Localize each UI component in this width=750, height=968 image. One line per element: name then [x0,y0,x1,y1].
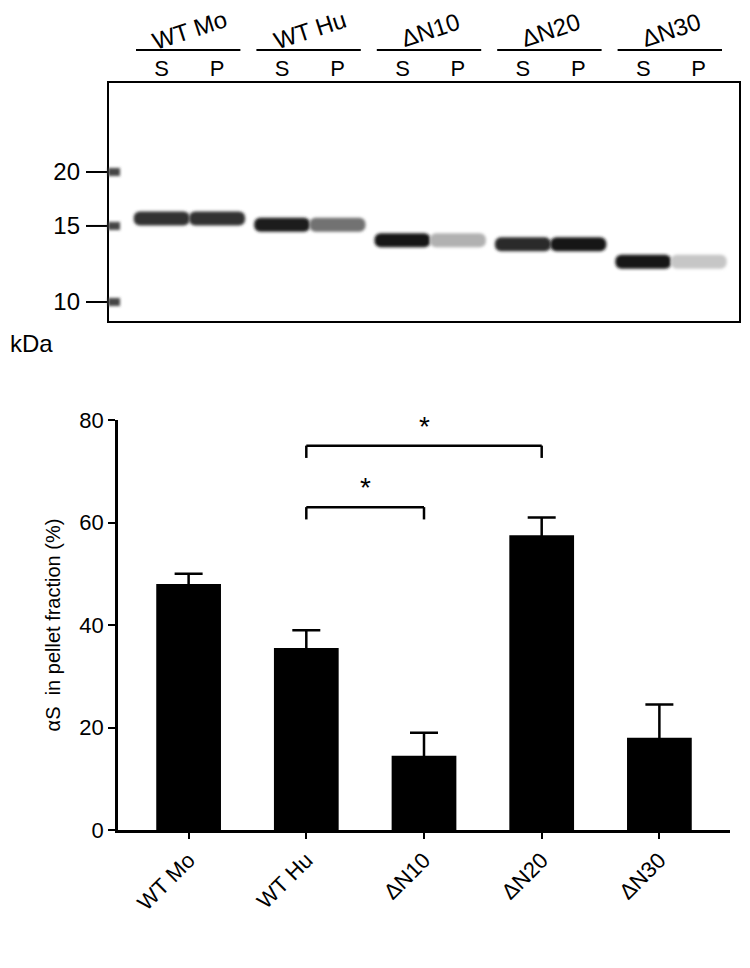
svg-text:S: S [516,56,531,81]
svg-text:P: P [330,56,345,81]
svg-text:40: 40 [79,613,103,638]
svg-text:*: * [360,472,371,503]
svg-text:80: 80 [79,408,103,433]
svg-text:P: P [451,56,466,81]
svg-text:0: 0 [92,818,104,843]
svg-text:ΔN10: ΔN10 [398,8,463,52]
svg-text:P: P [691,56,706,81]
svg-text:WT Mo: WT Mo [149,5,230,54]
svg-text:αS in pellet fraction (%): αS in pellet fraction (%) [42,519,64,732]
svg-text:S: S [395,56,410,81]
svg-text:S: S [154,56,169,81]
svg-text:WT Hu: WT Hu [252,848,318,914]
svg-text:S: S [275,56,290,81]
svg-text:*: * [419,411,430,442]
svg-text:ΔN10: ΔN10 [379,848,436,905]
svg-text:P: P [210,56,225,81]
svg-text:60: 60 [79,510,103,535]
svg-text:WT Hu: WT Hu [271,6,350,55]
svg-text:ΔN30: ΔN30 [614,848,671,905]
svg-text:10: 10 [53,288,80,315]
svg-text:ΔN30: ΔN30 [638,8,703,52]
svg-text:S: S [636,56,651,81]
svg-text:15: 15 [53,212,80,239]
svg-text:20: 20 [53,158,80,185]
svg-text:ΔN20: ΔN20 [518,8,583,52]
svg-text:kDa: kDa [10,330,53,357]
svg-text:20: 20 [79,715,103,740]
svg-text:ΔN20: ΔN20 [496,848,553,905]
svg-text:WT Mo: WT Mo [132,848,200,916]
svg-text:P: P [571,56,586,81]
